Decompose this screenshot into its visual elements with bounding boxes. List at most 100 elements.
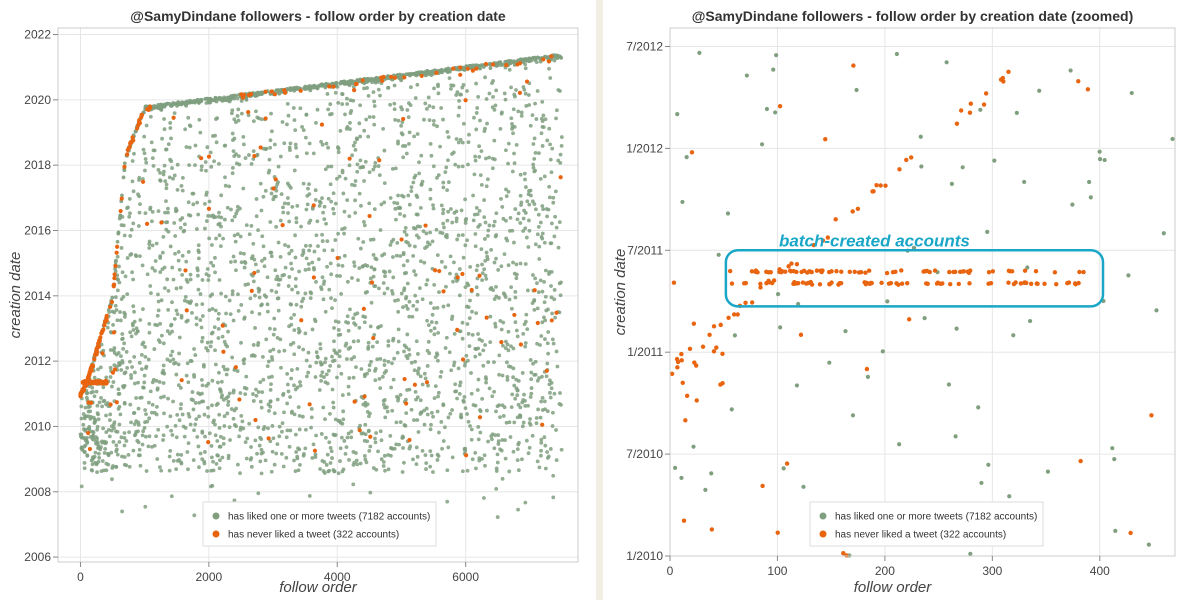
data-point-liked bbox=[1129, 90, 1134, 96]
data-point-liked bbox=[101, 399, 106, 404]
data-point-liked bbox=[396, 298, 400, 302]
data-point-never-liked bbox=[79, 389, 84, 394]
data-point-liked bbox=[532, 372, 537, 377]
data-point-never-liked bbox=[99, 331, 104, 336]
data-point-liked bbox=[141, 429, 146, 434]
chart-panel-left: 0 2000 4000 6000 2006 2008 2010 2012 2014 2016 20… bbox=[0, 0, 596, 600]
data-point-liked bbox=[415, 369, 420, 374]
data-point-liked bbox=[119, 435, 124, 440]
data-point-liked bbox=[773, 110, 778, 115]
data-point-liked bbox=[136, 429, 140, 434]
data-point-never-liked bbox=[684, 393, 690, 399]
data-point-liked bbox=[1126, 273, 1131, 278]
data-point-never-liked bbox=[874, 182, 879, 188]
data-point-liked bbox=[162, 117, 166, 121]
data-point-never-liked bbox=[1018, 281, 1024, 286]
data-point-liked bbox=[543, 443, 548, 448]
data-point-liked bbox=[309, 425, 313, 430]
data-point-liked bbox=[353, 179, 358, 183]
data-point-liked bbox=[217, 466, 222, 471]
data-point-liked bbox=[117, 404, 122, 409]
data-point-liked bbox=[175, 187, 180, 192]
data-point-liked bbox=[336, 320, 341, 325]
data-point-liked bbox=[478, 222, 482, 227]
data-point-liked bbox=[156, 427, 161, 432]
data-point-liked bbox=[446, 209, 451, 214]
data-point-liked bbox=[880, 349, 885, 354]
data-point-liked bbox=[298, 383, 303, 388]
data-point-liked bbox=[513, 207, 518, 211]
data-point-liked bbox=[408, 85, 413, 90]
data-point-liked bbox=[325, 264, 329, 269]
data-point-liked bbox=[485, 408, 489, 413]
data-point-liked bbox=[182, 434, 187, 439]
data-point-liked bbox=[371, 253, 376, 257]
data-point-liked bbox=[363, 400, 368, 405]
data-point-liked bbox=[358, 165, 363, 170]
data-point-liked bbox=[450, 408, 454, 412]
data-point-liked bbox=[199, 325, 204, 330]
data-point-liked bbox=[307, 248, 312, 253]
data-point-liked bbox=[381, 460, 386, 464]
data-point-liked bbox=[364, 460, 369, 465]
data-point-liked bbox=[363, 159, 368, 164]
data-point-never-liked bbox=[884, 270, 890, 276]
data-point-liked bbox=[392, 107, 397, 112]
data-point-liked bbox=[413, 96, 418, 100]
data-point-liked bbox=[369, 359, 373, 364]
data-point-liked bbox=[381, 281, 386, 285]
data-point-liked bbox=[449, 207, 453, 211]
x-tick-label: 2000 bbox=[196, 570, 223, 584]
data-point-liked bbox=[319, 378, 324, 383]
data-point-liked bbox=[331, 191, 336, 196]
data-point-liked bbox=[528, 395, 533, 399]
data-point-liked bbox=[190, 311, 194, 315]
data-point-never-liked bbox=[434, 70, 439, 75]
data-point-liked bbox=[549, 221, 554, 226]
data-point-liked bbox=[151, 377, 156, 382]
data-point-liked bbox=[514, 143, 519, 147]
data-point-liked bbox=[314, 280, 318, 284]
data-point-liked bbox=[165, 277, 170, 282]
data-point-liked bbox=[521, 229, 526, 233]
data-point-liked bbox=[546, 454, 551, 459]
data-point-never-liked bbox=[679, 351, 684, 357]
data-point-liked bbox=[533, 150, 538, 155]
data-point-liked bbox=[379, 438, 384, 443]
data-point-liked bbox=[186, 441, 191, 446]
data-point-liked bbox=[158, 254, 163, 259]
data-point-liked bbox=[408, 103, 413, 108]
data-point-liked bbox=[454, 93, 459, 97]
data-point-liked bbox=[461, 398, 466, 403]
data-point-liked bbox=[556, 158, 561, 163]
data-point-liked bbox=[125, 256, 130, 260]
data-point-liked bbox=[374, 467, 379, 472]
data-point-liked bbox=[120, 193, 124, 198]
data-point-liked bbox=[450, 152, 454, 156]
data-point-never-liked bbox=[1006, 280, 1011, 285]
data-point-liked bbox=[173, 423, 178, 428]
data-point-liked bbox=[362, 223, 367, 228]
data-point-liked bbox=[476, 425, 481, 429]
data-point-liked bbox=[308, 364, 312, 369]
data-point-liked bbox=[503, 97, 508, 102]
data-point-liked bbox=[393, 166, 398, 171]
data-point-liked bbox=[223, 367, 227, 372]
data-point-liked bbox=[314, 433, 318, 438]
data-point-liked bbox=[522, 208, 527, 213]
data-point-liked bbox=[357, 325, 362, 330]
data-point-liked bbox=[319, 139, 323, 144]
data-point-liked bbox=[217, 221, 222, 226]
data-point-liked bbox=[207, 308, 212, 313]
data-point-liked bbox=[262, 264, 267, 269]
data-point-liked bbox=[101, 385, 106, 390]
data-point-liked bbox=[285, 401, 290, 406]
data-point-liked bbox=[395, 394, 399, 399]
data-point-never-liked bbox=[199, 156, 204, 161]
data-point-liked bbox=[152, 347, 157, 351]
data-point-liked bbox=[492, 360, 496, 365]
data-point-liked bbox=[376, 87, 381, 92]
data-point-liked bbox=[472, 172, 477, 177]
data-point-liked bbox=[325, 381, 330, 386]
data-point-liked bbox=[470, 65, 474, 70]
